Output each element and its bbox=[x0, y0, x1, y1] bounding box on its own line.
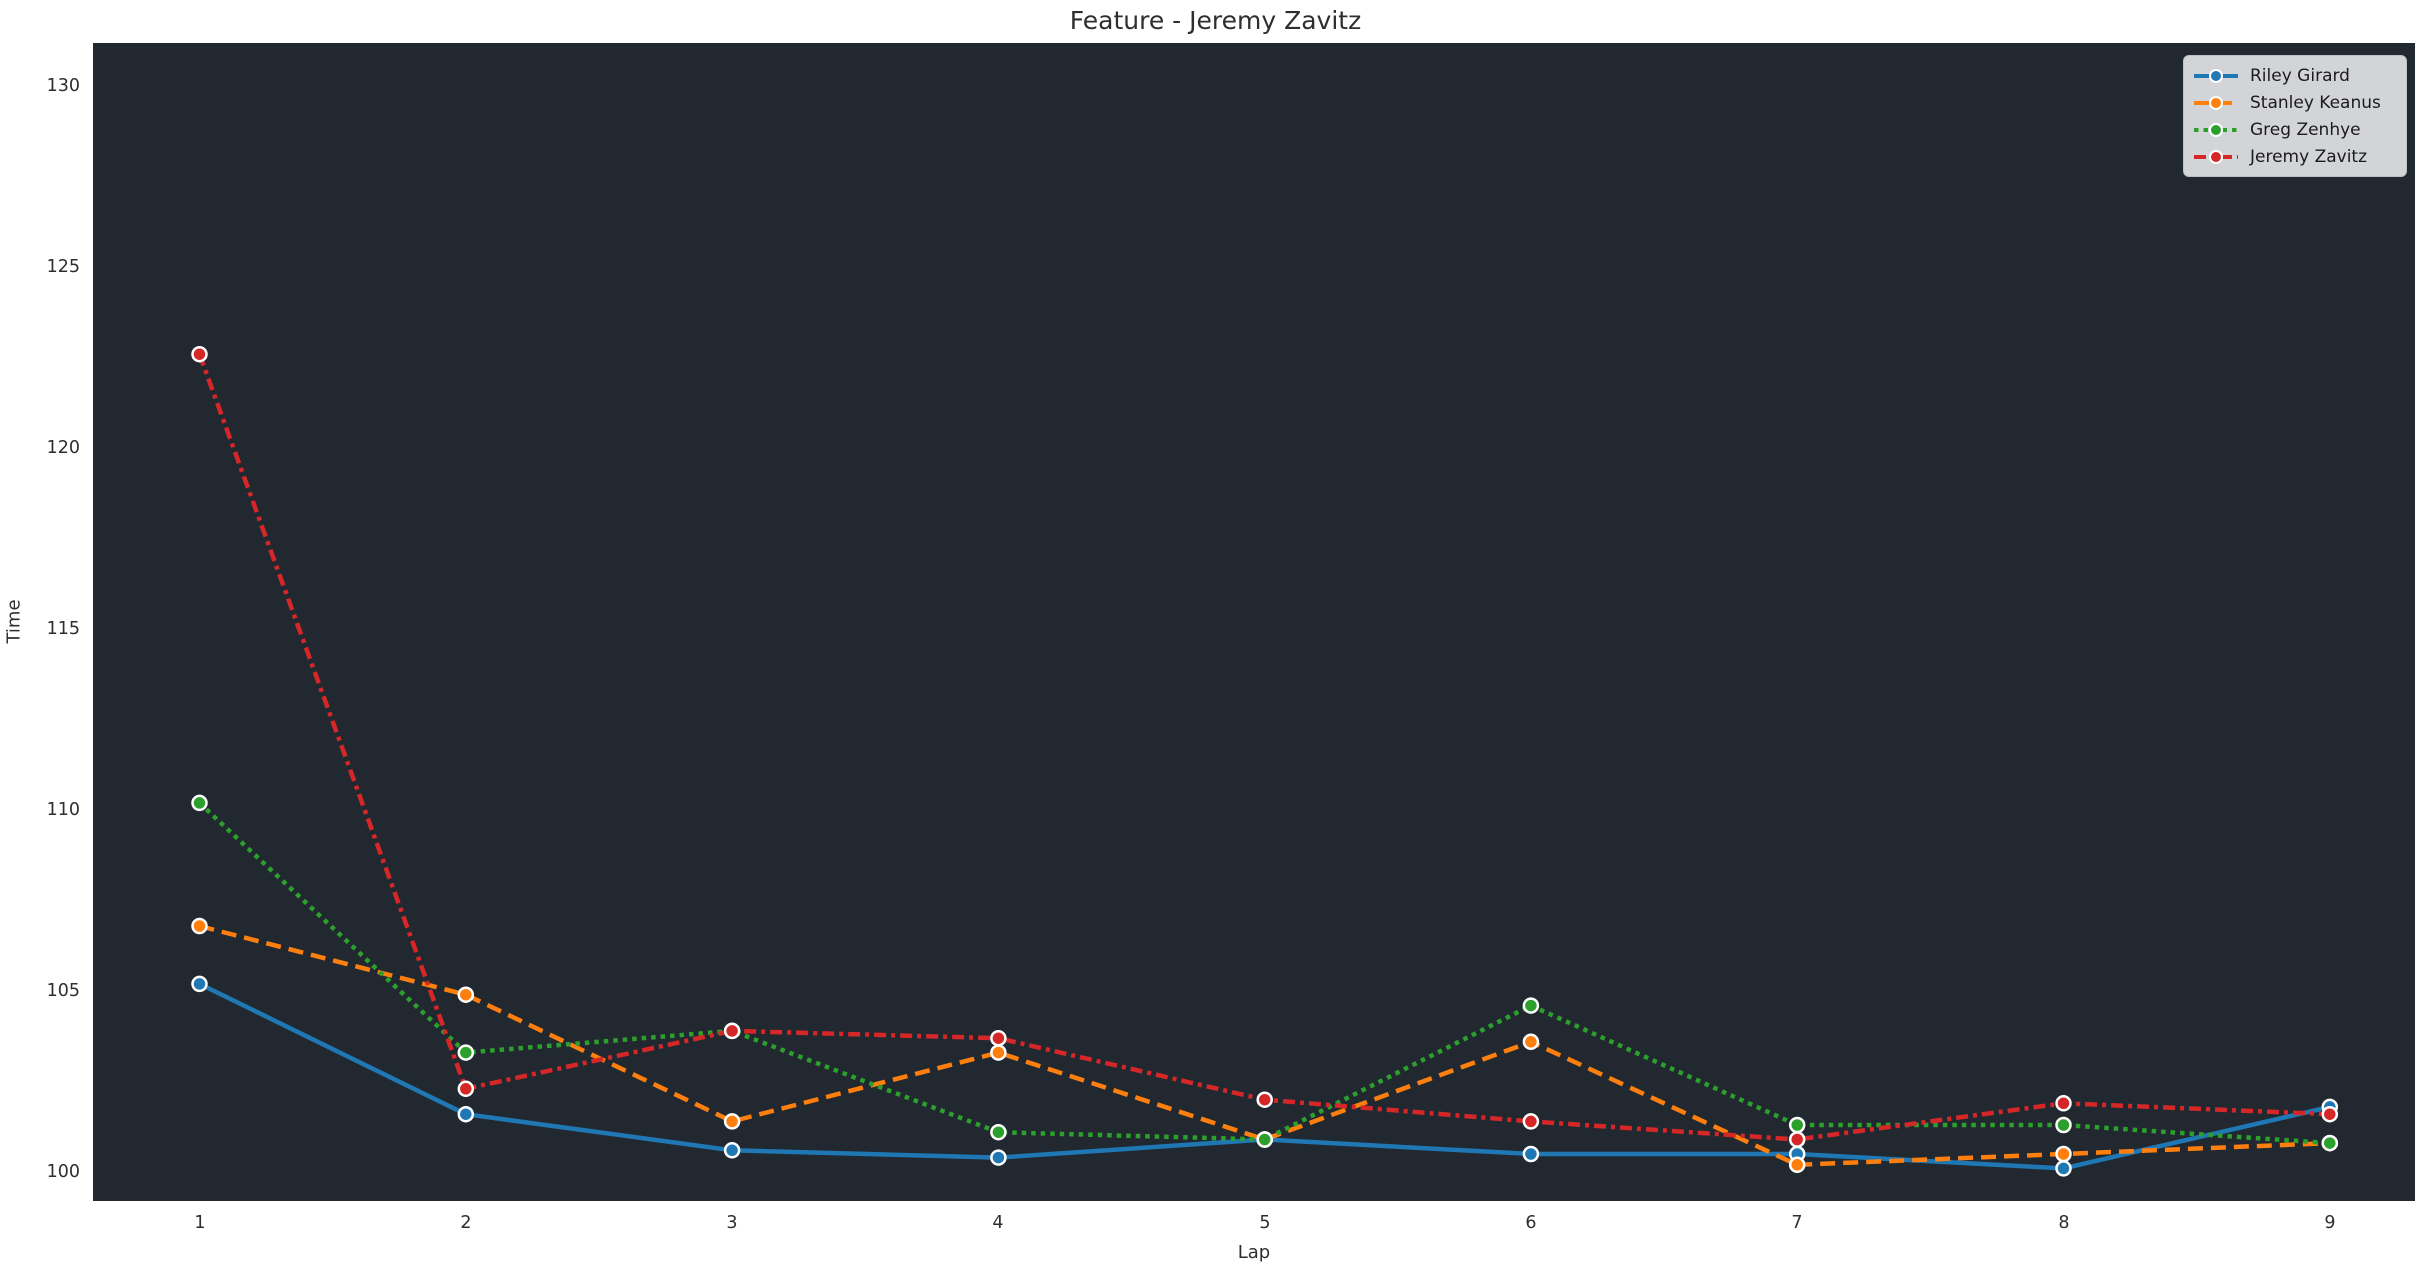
x-tick-label: 5 bbox=[1259, 1213, 1271, 1233]
data-point-greg-zenhye bbox=[1522, 997, 1540, 1014]
y-tick-label: 125 bbox=[46, 257, 80, 277]
data-point-jeremy-zavitz bbox=[457, 1080, 475, 1098]
x-tick-label: 1 bbox=[194, 1213, 206, 1233]
legend-label: Jeremy Zavitz bbox=[2250, 146, 2368, 167]
x-tick-label: 4 bbox=[992, 1213, 1004, 1233]
legend-item-stanley-keanus: Stanley Keanus bbox=[2193, 89, 2398, 116]
legend-label: Stanley Keanus bbox=[2250, 92, 2381, 113]
series-line-greg-zenhye bbox=[197, 801, 2330, 1146]
plot-background bbox=[93, 43, 2415, 1201]
chart-title: Feature - Jeremy Zavitz bbox=[1069, 6, 1362, 35]
data-point-jeremy-zavitz bbox=[723, 1022, 741, 1040]
y-axis-label: Time bbox=[3, 599, 25, 644]
data-point-greg-zenhye bbox=[2321, 1134, 2339, 1152]
data-point-jeremy-zavitz bbox=[1788, 1131, 1806, 1148]
legend-sample-stanley-keanus bbox=[2194, 95, 2238, 110]
legend-sample-riley-girard bbox=[2194, 68, 2238, 83]
y-tick-label: 130 bbox=[46, 76, 80, 96]
series-line-stanley-keanus bbox=[198, 923, 2330, 1168]
data-point-stanley-keanus bbox=[191, 917, 208, 935]
y-tick-label: 115 bbox=[46, 619, 80, 639]
x-tick-label: 8 bbox=[2058, 1213, 2070, 1233]
data-point-greg-zenhye bbox=[1788, 1116, 1806, 1134]
legend-label: Greg Zenhye bbox=[2250, 119, 2361, 140]
legend-item-riley-girard: Riley Girard bbox=[2193, 62, 2398, 89]
x-tick-label: 9 bbox=[2324, 1213, 2336, 1233]
x-tick-label: 3 bbox=[726, 1213, 738, 1233]
plot-area bbox=[93, 43, 2415, 1201]
data-point-stanley-keanus bbox=[2055, 1145, 2072, 1163]
data-point-stanley-keanus bbox=[723, 1113, 741, 1130]
data-point-jeremy-zavitz bbox=[1256, 1091, 1273, 1108]
y-tick-label: 100 bbox=[46, 1162, 80, 1182]
data-point-riley-girard bbox=[1522, 1145, 1540, 1163]
chart-svg bbox=[93, 43, 2415, 1201]
data-point-jeremy-zavitz bbox=[2055, 1095, 2072, 1112]
data-point-riley-girard bbox=[990, 1149, 1007, 1166]
y-tick-label: 105 bbox=[46, 981, 80, 1001]
data-point-stanley-keanus bbox=[1788, 1156, 1806, 1174]
legend-item-jeremy-zavitz: Jeremy Zavitz bbox=[2193, 143, 2398, 170]
legend-item-greg-zenhye: Greg Zenhye bbox=[2193, 116, 2398, 143]
data-point-riley-girard bbox=[723, 1142, 741, 1159]
x-axis-label: Lap bbox=[1237, 1242, 1271, 1263]
data-point-greg-zenhye bbox=[990, 1123, 1007, 1141]
data-point-greg-zenhye bbox=[2055, 1116, 2072, 1134]
data-point-stanley-keanus bbox=[1522, 1033, 1540, 1051]
data-point-riley-girard bbox=[191, 975, 208, 993]
data-point-jeremy-zavitz bbox=[191, 345, 208, 363]
legend-label: Riley Girard bbox=[2250, 65, 2350, 86]
y-tick-label: 110 bbox=[46, 800, 80, 820]
data-point-jeremy-zavitz bbox=[1522, 1113, 1540, 1130]
data-point-jeremy-zavitz bbox=[990, 1029, 1007, 1047]
data-point-greg-zenhye bbox=[1256, 1131, 1273, 1148]
data-point-stanley-keanus bbox=[990, 1044, 1007, 1061]
legend-sample-greg-zenhye bbox=[2194, 122, 2238, 137]
legend-sample-jeremy-zavitz bbox=[2194, 149, 2238, 164]
data-point-riley-girard bbox=[457, 1105, 475, 1123]
data-point-riley-girard bbox=[2055, 1160, 2072, 1177]
data-point-stanley-keanus bbox=[457, 986, 475, 1003]
legend: Riley Girard Stanley Keanus Greg Zenhye … bbox=[2183, 55, 2407, 177]
x-tick-label: 6 bbox=[1525, 1213, 1537, 1233]
x-tick-label: 2 bbox=[460, 1213, 472, 1233]
data-point-jeremy-zavitz bbox=[2321, 1105, 2339, 1123]
data-point-greg-zenhye bbox=[191, 794, 208, 812]
y-tick-label: 120 bbox=[46, 438, 80, 458]
x-tick-label: 7 bbox=[1791, 1213, 1803, 1233]
data-point-greg-zenhye bbox=[457, 1044, 475, 1061]
